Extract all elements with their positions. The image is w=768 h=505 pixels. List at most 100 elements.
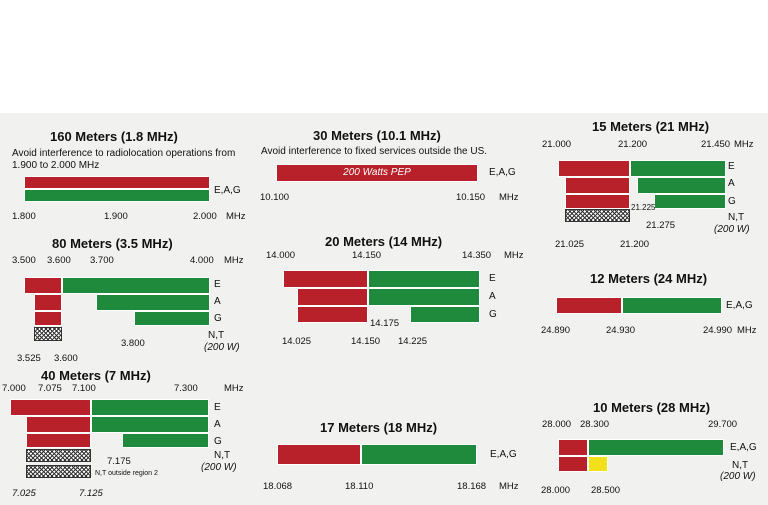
160m-tick-1900: 1.900 bbox=[104, 211, 128, 222]
15m-tick-21200: 21.200 bbox=[618, 139, 648, 150]
80m-tick-3500: 3.500 bbox=[12, 255, 36, 266]
12m-bar-red bbox=[556, 297, 622, 314]
20m-tick-14225: 14.225 bbox=[398, 336, 428, 347]
40m-e-red bbox=[10, 399, 91, 416]
30m-bar-label: 200 Watts PEP bbox=[343, 167, 411, 178]
15m-g-red bbox=[565, 194, 630, 209]
12m-unit: MHz bbox=[737, 325, 757, 336]
15m-class-nt: N,T bbox=[728, 212, 745, 223]
17m-title: 17 Meters (18 MHz) bbox=[320, 420, 438, 435]
40m-g-red bbox=[26, 433, 91, 448]
80m-unit: MHz bbox=[224, 255, 244, 266]
15m-tick-21275: 21.275 bbox=[646, 220, 676, 231]
40m-tick-7175: 7.175 bbox=[107, 456, 131, 467]
17m-bar-green bbox=[361, 444, 477, 465]
10m-tick-29700: 29.700 bbox=[708, 419, 738, 430]
80m-class-g: G bbox=[214, 313, 222, 324]
17m-bar-red bbox=[277, 444, 361, 465]
12m-tick-24930: 24.930 bbox=[606, 325, 636, 336]
80m-e-green bbox=[62, 277, 210, 294]
15m-tick-21225: 21.225 bbox=[631, 203, 656, 212]
40m-tick-7025: 7.025 bbox=[12, 488, 36, 499]
40m-unit: MHz bbox=[224, 383, 244, 394]
12m-title: 12 Meters (24 MHz) bbox=[590, 271, 708, 286]
15m-class-a: A bbox=[728, 178, 735, 189]
15m-unit: MHz bbox=[734, 139, 754, 150]
40m-tick-7100: 7.100 bbox=[72, 383, 96, 394]
40m-region-note: N,T outside region 2 bbox=[95, 470, 158, 477]
80m-tick-3525: 3.525 bbox=[17, 353, 41, 364]
15m-tick-21025: 21.025 bbox=[555, 239, 585, 250]
15m-tick-21450: 21.450 bbox=[701, 139, 731, 150]
30m-unit: MHz bbox=[499, 192, 519, 203]
20m-a-green bbox=[368, 288, 480, 306]
80m-class-e: E bbox=[214, 279, 221, 290]
15m-g-green bbox=[654, 194, 726, 209]
40m-nt-hatch-1 bbox=[26, 449, 91, 462]
20m-class-e: E bbox=[489, 273, 496, 284]
80m-g-red bbox=[34, 311, 62, 326]
10m-nt-red bbox=[558, 456, 588, 472]
15m-tick-21200-b: 21.200 bbox=[620, 239, 650, 250]
10m-class-eag: E,A,G bbox=[730, 442, 757, 453]
40m-class-a: A bbox=[214, 419, 221, 430]
10m-eag-green bbox=[588, 439, 724, 456]
160m-tick-2000: 2.000 bbox=[193, 211, 217, 222]
10m-title: 10 Meters (28 MHz) bbox=[593, 400, 711, 415]
12m-class-label: E,A,G bbox=[726, 300, 753, 311]
20m-tick-14350: 14.350 bbox=[462, 250, 492, 261]
80m-tick-3600: 3.600 bbox=[47, 255, 71, 266]
40m-tick-7300: 7.300 bbox=[174, 383, 198, 394]
40m-class-nt: N,T bbox=[214, 450, 231, 461]
12m-tick-24990: 24.990 bbox=[703, 325, 733, 336]
40m-tick-7000: 7.000 bbox=[2, 383, 26, 394]
30m-title: 30 Meters (10.1 MHz) bbox=[313, 128, 441, 143]
160m-class-label: E,A,G bbox=[214, 185, 241, 196]
80m-tick-3800: 3.800 bbox=[121, 338, 145, 349]
40m-tick-7075: 7.075 bbox=[38, 383, 62, 394]
17m-tick-18168: 18.168 bbox=[457, 481, 487, 492]
160m-note: Avoid interference to radiolocation oper… bbox=[12, 148, 236, 171]
80m-g-green bbox=[134, 311, 210, 326]
80m-title: 80 Meters (3.5 MHz) bbox=[52, 236, 173, 251]
15m-class-e: E bbox=[728, 161, 735, 172]
80m-e-red bbox=[24, 277, 62, 294]
40m-g-green bbox=[122, 433, 209, 448]
40m-a-green bbox=[91, 416, 209, 433]
10m-tick-28000-b: 28.000 bbox=[541, 485, 571, 496]
30m-tick-10100: 10.100 bbox=[260, 192, 290, 203]
12m-tick-24890: 24.890 bbox=[541, 325, 571, 336]
30m-class-label: E,A,G bbox=[489, 167, 516, 178]
20m-g-red bbox=[297, 306, 368, 323]
10m-tick-28500: 28.500 bbox=[591, 485, 621, 496]
15m-a-green bbox=[637, 177, 726, 194]
10m-tick-28300: 28.300 bbox=[580, 419, 610, 430]
17m-tick-18068: 18.068 bbox=[263, 481, 293, 492]
40m-title: 40 Meters (7 MHz) bbox=[41, 368, 151, 383]
10m-power: (200 W) bbox=[720, 471, 756, 482]
80m-tick-4000: 4.000 bbox=[190, 255, 214, 266]
80m-power: (200 W) bbox=[204, 342, 240, 353]
20m-e-green bbox=[368, 270, 480, 288]
30m-note: Avoid interference to fixed services out… bbox=[261, 146, 488, 157]
80m-tick-3700: 3.700 bbox=[90, 255, 114, 266]
20m-a-red bbox=[297, 288, 368, 306]
15m-nt-hatch bbox=[565, 209, 630, 222]
15m-title: 15 Meters (21 MHz) bbox=[592, 119, 710, 134]
15m-e-green bbox=[630, 160, 726, 177]
10m-class-nt: N,T bbox=[732, 460, 749, 471]
40m-class-g: G bbox=[214, 436, 222, 447]
15m-e-red bbox=[558, 160, 630, 177]
160m-unit: MHz bbox=[226, 211, 246, 222]
80m-class-a: A bbox=[214, 296, 221, 307]
40m-e-green bbox=[91, 399, 209, 416]
80m-tick-3600-b: 3.600 bbox=[54, 353, 78, 364]
20m-unit: MHz bbox=[504, 250, 524, 261]
10m-eag-red bbox=[558, 439, 588, 456]
20m-class-g: G bbox=[489, 309, 497, 320]
160m-title: 160 Meters (1.8 MHz) bbox=[50, 129, 178, 144]
80m-nt-hatch bbox=[34, 327, 62, 341]
20m-tick-14150: 14.150 bbox=[352, 250, 382, 261]
40m-a-red bbox=[26, 416, 91, 433]
